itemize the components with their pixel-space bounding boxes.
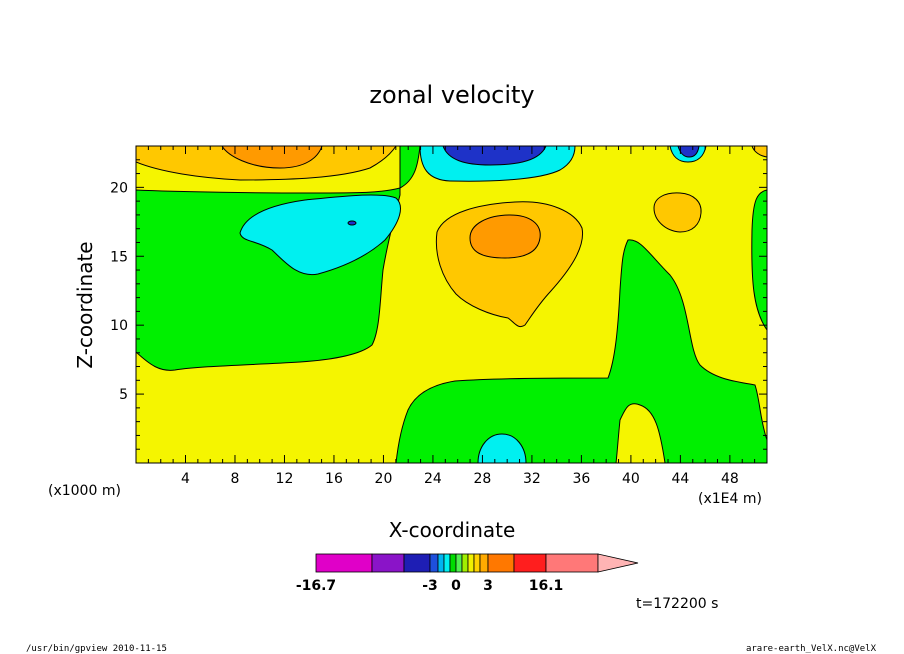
x-tick-label: 4 [181,471,190,487]
colorbar-swatch [371,553,405,573]
region-negative-weak-right-edge [751,189,767,331]
colorbar-tick-labels: -16.7 -3 0 3 16.1 [296,578,563,594]
y-tick-label: 15 [110,249,128,265]
axis-ticks [136,146,767,463]
x-tick-label: 8 [231,471,240,487]
region-positive-strong-center [469,214,541,259]
x-tick-labels: 4 8 12 16 20 24 28 32 36 40 44 48 [181,471,739,487]
colorbar-swatch [513,553,547,573]
x-tick-label: 12 [276,471,294,487]
footer-right: arare-earth_VelX.nc@VelX [746,644,877,654]
footer-left: /usr/bin/gpview 2010-11-15 [26,644,167,654]
x-tick-label: 36 [572,471,590,487]
region-negative-moderate-left-center [239,194,401,276]
colorbar-swatch [461,553,469,573]
x-tick-label: 44 [671,471,689,487]
colorbar-swatch [487,553,515,573]
colorbar-tick-label: 3 [483,578,493,594]
colorbar-tick-label: -3 [422,578,438,594]
colorbar-tick-label: 16.1 [529,578,564,594]
colorbar-swatch [479,553,489,573]
x-tick-label: 20 [375,471,393,487]
x-tick-label: 24 [424,471,442,487]
colorbar [315,553,639,573]
x-tick-label: 32 [523,471,541,487]
region-negative-strong-top-center [442,146,547,166]
x-axis-label: X-coordinate [389,518,516,542]
colorbar-swatch [449,553,457,573]
x-unit-left: (x1000 m) [48,483,121,499]
chart-title: zonal velocity [369,81,534,109]
colorbar-tick-label: 0 [451,578,461,594]
y-tick-label: 20 [110,180,128,196]
colorbar-swatch [467,553,475,573]
y-tick-labels: 5 10 15 20 [110,180,128,403]
x-tick-label: 48 [721,471,739,487]
region-positive-moderate-right [653,192,702,233]
colorbar-swatch [473,553,481,573]
region-negative-moderate-bottom [477,433,527,463]
colorbar-swatch [437,553,445,573]
colorbar-swatch [429,553,439,573]
region-negative-strong-left-center-spot [347,220,357,226]
colorbar-swatch [443,553,451,573]
colorbar-swatch [545,553,599,573]
plot-frame [135,145,768,464]
x-tick-label: 28 [474,471,492,487]
colorbar-swatch [315,553,373,573]
x-unit-right: (x1E4 m) [698,491,762,507]
colorbar-extend-arrow [597,553,639,573]
colorbar-swatch [403,553,431,573]
region-negative-weak-bottom [395,239,767,463]
region-positive-strong-top-left [221,146,323,169]
x-tick-label: 16 [325,471,343,487]
time-label: t=172200 s [636,596,718,612]
colorbar-swatch [455,553,463,573]
y-tick-label: 5 [119,387,128,403]
contour-field [136,146,767,463]
y-axis-label: Z-coordinate [73,241,97,368]
x-tick-label: 40 [622,471,640,487]
colorbar-tick-label: -16.7 [296,578,336,594]
y-tick-label: 10 [110,318,128,334]
